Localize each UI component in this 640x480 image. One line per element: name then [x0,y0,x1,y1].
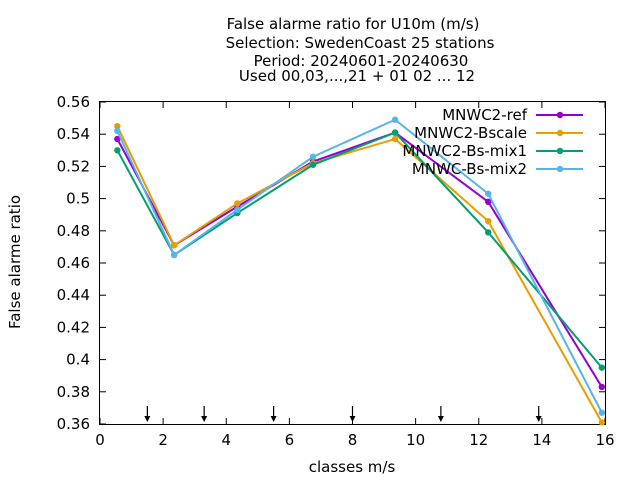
class-boundary-arrow [270,406,277,422]
data-point [114,127,121,135]
class-boundary-arrow [535,406,542,422]
x-tick-label: 2 [158,431,168,449]
data-point [170,242,178,249]
data-point [114,135,121,143]
data-point [170,251,178,259]
title-line-3: Period: 20240601-20240630 [254,52,469,70]
y-tick-label: 0.38 [57,383,90,401]
data-point [598,409,606,416]
x-tick-label: 4 [221,431,231,449]
y-tick-label: 0.5 [66,190,90,208]
class-boundary-arrow [144,406,151,422]
series-line [116,118,603,414]
legend-label: MNWC-Bs-mix2 [412,160,527,178]
data-point [234,206,241,214]
y-tick-label: 0.44 [57,286,90,304]
x-axis: 0 2 4 6 8 10 12 14 16 [95,102,615,449]
series-mnwc2-bs-mix1 [114,129,606,371]
series-mnwc-bs-mix2 [114,116,606,416]
data-point [485,190,492,197]
data-point [485,217,492,225]
legend-marker [556,165,564,173]
x-axis-label: classes m/s [309,458,396,476]
y-tick-label: 0.36 [57,415,90,433]
legend-entry: MNWC2-Bs-mix1 [402,142,583,160]
x-tick-label: 10 [406,431,425,449]
data-point [598,383,606,391]
series-line [116,131,603,388]
y-tick-label: 0.46 [57,254,90,272]
title-line-4: Used 00,03,...,21 + 01 02 ... 12 [239,67,475,85]
legend-entry: MNWC2-Bscale [414,124,583,142]
x-tick-label: 16 [595,431,614,449]
series-line [116,131,603,369]
legend-entry: MNWC2-ref [442,106,583,124]
data-point [485,229,492,236]
series-mnwc2-bscale [114,122,606,426]
class-markers [144,406,542,422]
x-tick-label: 12 [469,431,488,449]
series-group [114,116,606,426]
y-axis-label: False alarme ratio [6,195,24,329]
legend: MNWC2-refMNWC2-BscaleMNWC2-Bs-mix1MNWC-B… [402,106,583,178]
data-point [114,147,121,154]
data-point [309,153,317,160]
legend-label: MNWC2-ref [442,106,527,124]
data-point [391,129,399,136]
title-line-1: False alarme ratio for U10m (m/s) [227,15,480,33]
x-tick-label: 6 [285,431,295,449]
class-boundary-arrow [201,406,208,422]
data-point [114,122,121,130]
data-point [598,419,606,426]
data-point [309,161,317,168]
data-point [598,364,606,371]
y-tick-label: 0.48 [57,222,90,240]
plot-area [99,101,606,425]
x-tick-label: 8 [348,431,358,449]
y-tick-label: 0.52 [57,157,90,175]
legend-marker [556,111,564,119]
data-point [234,200,241,207]
series-mnwc2-ref [114,129,606,391]
legend-label: MNWC2-Bs-mix1 [402,142,527,160]
data-point [485,198,492,206]
x-tick-label: 0 [95,431,105,449]
legend-label: MNWC2-Bscale [414,124,527,142]
data-point [391,116,399,123]
legend-marker [556,129,564,137]
class-boundary-arrow [437,406,444,422]
y-tick-label: 0.4 [66,351,90,369]
y-tick-label: 0.42 [57,318,90,336]
legend-entry: MNWC-Bs-mix2 [412,160,583,178]
data-point [391,135,399,143]
y-tick-label: 0.54 [57,125,90,143]
chart-title: False alarme ratio for U10m (m/s) Select… [226,15,495,85]
y-tick-label: 0.56 [57,93,90,111]
x-tick-label: 14 [532,431,551,449]
title-line-2: Selection: SwedenCoast 25 stations [226,34,495,52]
class-boundary-arrow [349,406,356,422]
legend-marker [556,147,564,155]
y-axis: 0.36 0.38 0.4 0.42 0.44 0.46 0.48 0.5 0.52 0.54 0.… [57,93,605,433]
